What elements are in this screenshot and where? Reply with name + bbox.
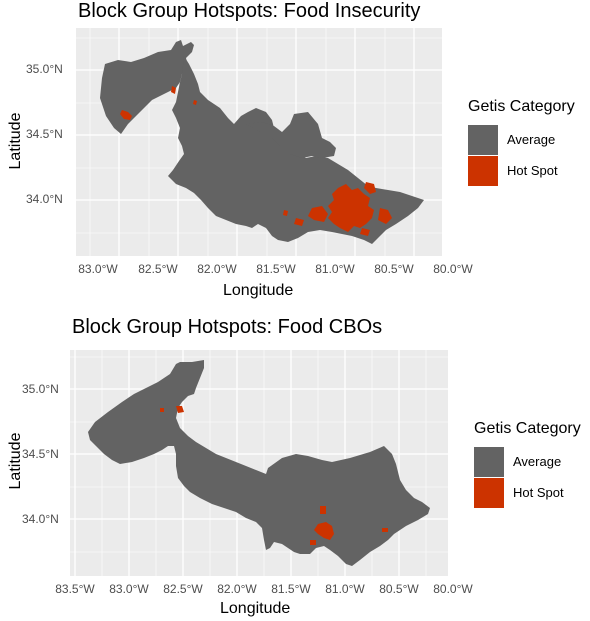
map-plot-area	[76, 28, 442, 256]
x-tick: 80.5°W	[379, 582, 419, 596]
hot-spot	[310, 540, 316, 545]
state-region-average	[246, 112, 336, 158]
map-title: Block Group Hotspots: Food CBOs	[72, 316, 383, 338]
legend-title: Getis Category	[474, 420, 581, 437]
hot-spot-clusters	[160, 406, 388, 545]
hot-spot	[160, 408, 164, 412]
x-tick: 82.5°W	[138, 262, 178, 276]
y-tick: 34.5°N	[26, 127, 63, 141]
hot-spot	[328, 184, 374, 232]
hot-spot	[382, 528, 388, 532]
y-tick: 34.0°N	[26, 192, 63, 206]
y-axis-label: Latitude	[7, 432, 24, 490]
legend-label: Average	[513, 454, 562, 469]
legend-item-average: Average	[474, 446, 581, 477]
hot-spot-swatch	[468, 155, 498, 186]
hot-spot	[314, 522, 334, 540]
legend-item-hot-spot: Hot Spot	[468, 155, 575, 186]
x-tick: 82.5°W	[163, 582, 203, 596]
hot-spot	[171, 86, 176, 94]
hot-spot	[283, 210, 288, 216]
x-tick: 83.0°W	[109, 582, 149, 596]
x-tick: 83.5°W	[55, 582, 95, 596]
x-tick: 80.5°W	[374, 262, 414, 276]
x-tick: 80.0°W	[433, 582, 473, 596]
hot-spot	[294, 218, 304, 226]
hot-spot-clusters	[120, 86, 392, 236]
x-tick: 82.0°W	[197, 262, 237, 276]
average-swatch	[474, 446, 504, 477]
hot-spot	[120, 110, 132, 120]
hot-spot	[193, 100, 197, 105]
map-panel-food-insecurity: Block Group Hotspots: Food Insecurity La…	[0, 0, 590, 310]
legend-label: Hot Spot	[513, 485, 564, 500]
legend-label: Hot Spot	[507, 163, 558, 178]
hot-spot	[364, 182, 376, 194]
legend-item-hot-spot: Hot Spot	[474, 477, 581, 508]
x-axis-label: Longitude	[220, 600, 291, 617]
legend: Getis Category Average Hot Spot	[474, 420, 581, 508]
y-axis-label: Latitude	[7, 112, 24, 170]
x-axis-label: Longitude	[223, 282, 294, 299]
hot-spot	[176, 406, 184, 413]
y-tick: 35.0°N	[22, 382, 59, 396]
y-tick: 34.0°N	[22, 512, 59, 526]
average-swatch	[468, 124, 498, 155]
x-tick: 81.0°W	[325, 582, 365, 596]
y-tick: 35.0°N	[26, 62, 63, 76]
x-tick: 81.0°W	[315, 262, 355, 276]
legend: Getis Category Average Hot Spot	[468, 98, 575, 186]
hot-spot	[378, 208, 392, 224]
hot-spot-swatch	[474, 477, 504, 508]
x-tick: 83.0°W	[78, 262, 118, 276]
map-panel-food-cbos: Block Group Hotspots: Food CBOs Latitude…	[0, 310, 590, 621]
x-tick: 81.5°W	[271, 582, 311, 596]
y-tick: 34.5°N	[22, 447, 59, 461]
hot-spot	[360, 228, 370, 236]
map-title: Block Group Hotspots: Food Insecurity	[78, 0, 421, 22]
legend-item-average: Average	[468, 124, 575, 155]
x-tick: 80.0°W	[433, 262, 473, 276]
legend-label: Average	[507, 132, 556, 147]
x-tick: 81.5°W	[256, 262, 296, 276]
x-tick: 82.0°W	[217, 582, 257, 596]
legend-title: Getis Category	[468, 98, 575, 115]
hot-spot	[308, 206, 328, 222]
map-plot-area	[70, 350, 448, 576]
hot-spot	[320, 506, 326, 514]
state-region-average	[88, 360, 430, 566]
